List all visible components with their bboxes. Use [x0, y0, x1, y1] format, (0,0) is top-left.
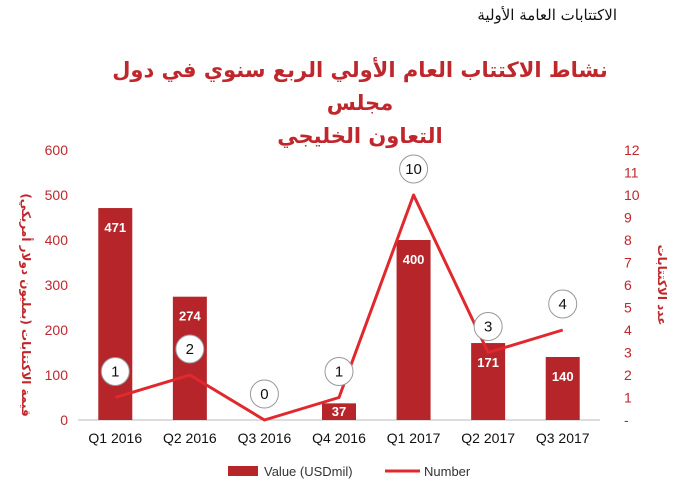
header-label: الاكتتابات العامة الأولية	[477, 6, 617, 24]
bar	[545, 357, 580, 420]
line-data-label: 4	[559, 296, 567, 313]
y-left-tick-label: 200	[45, 322, 69, 338]
bar	[322, 403, 356, 420]
y-right-tick-label: 8	[624, 232, 632, 248]
legend-swatch-bar	[228, 466, 258, 476]
line-series	[114, 193, 564, 422]
x-tick-label: Q1 2017	[387, 430, 441, 446]
x-tick-label: Q2 2016	[163, 430, 217, 446]
y-right-tick-label: 10	[624, 187, 640, 203]
y-left-tick-label: 100	[45, 367, 69, 383]
y-right-tick-label: 3	[624, 345, 632, 361]
bar	[471, 343, 506, 420]
bar-data-label: 37	[332, 404, 346, 419]
x-tick-label: Q1 2016	[88, 430, 142, 446]
chart-title-line1: نشاط الاكتتاب العام الأولي الربع سنوي في…	[112, 58, 608, 115]
y-left-tick-label: 0	[60, 412, 68, 428]
x-tick-label: Q2 2017	[461, 430, 515, 446]
y-left-axis-title: قيمة الاكتتابات (بمليون دولار أمريكي)	[18, 193, 34, 416]
line-data-label: 3	[484, 319, 492, 336]
line-point-bubble	[324, 357, 354, 386]
line-point-bubble	[548, 289, 578, 319]
chart-title: نشاط الاكتتاب العام الأولي الربع سنوي في…	[80, 54, 640, 153]
y-right-tick-label: -	[624, 412, 629, 428]
y-right-tick-label: 2	[624, 367, 632, 383]
line-data-label: 1	[111, 364, 119, 381]
chart-title-line2: التعاون الخليجي	[277, 124, 443, 148]
bar-data-label: 171	[477, 355, 499, 370]
legend-label-bar: Value (USDmil)	[264, 464, 353, 479]
y-right-tick-label: 4	[624, 322, 632, 338]
x-tick-label: Q3 2017	[536, 430, 590, 446]
line-point-bubble	[249, 379, 279, 409]
bar	[396, 240, 431, 420]
y-right-tick-label: 11	[624, 165, 639, 181]
y-right-tick-label: 12	[624, 142, 640, 158]
line-point-bubble	[399, 154, 429, 184]
y-left-tick-label: 400	[45, 232, 69, 248]
bar-data-label: 140	[552, 369, 574, 384]
line-data-label: 10	[405, 161, 422, 178]
x-tick-label: Q4 2016	[312, 430, 366, 446]
line-point-bubble	[175, 334, 205, 364]
y-left-tick-label: 500	[45, 187, 69, 203]
line-data-label: 0	[260, 386, 268, 403]
bar-data-label: 274	[179, 309, 201, 324]
y-right-tick-label: 9	[624, 210, 632, 226]
y-right-tick-label: 5	[624, 300, 632, 316]
line-data-label: 1	[335, 364, 343, 381]
y-right-tick-label: 6	[624, 277, 632, 293]
y-right-tick-label: 7	[624, 255, 632, 271]
y-right-axis-title: عدد الاكتتابات	[655, 245, 669, 326]
x-tick-label: Q3 2016	[238, 430, 292, 446]
y-left-tick-label: 300	[45, 277, 69, 293]
legend-label-line: Number	[424, 464, 471, 479]
line-data-label: 2	[186, 341, 194, 358]
line-point-bubble	[473, 312, 503, 341]
y-left-tick-label: 600	[45, 142, 69, 158]
bar-data-label: 400	[403, 252, 425, 267]
bar	[98, 208, 133, 420]
line-point-bubble	[100, 357, 130, 386]
bar-data-label: 471	[104, 220, 126, 235]
y-right-tick-label: 1	[624, 390, 632, 406]
